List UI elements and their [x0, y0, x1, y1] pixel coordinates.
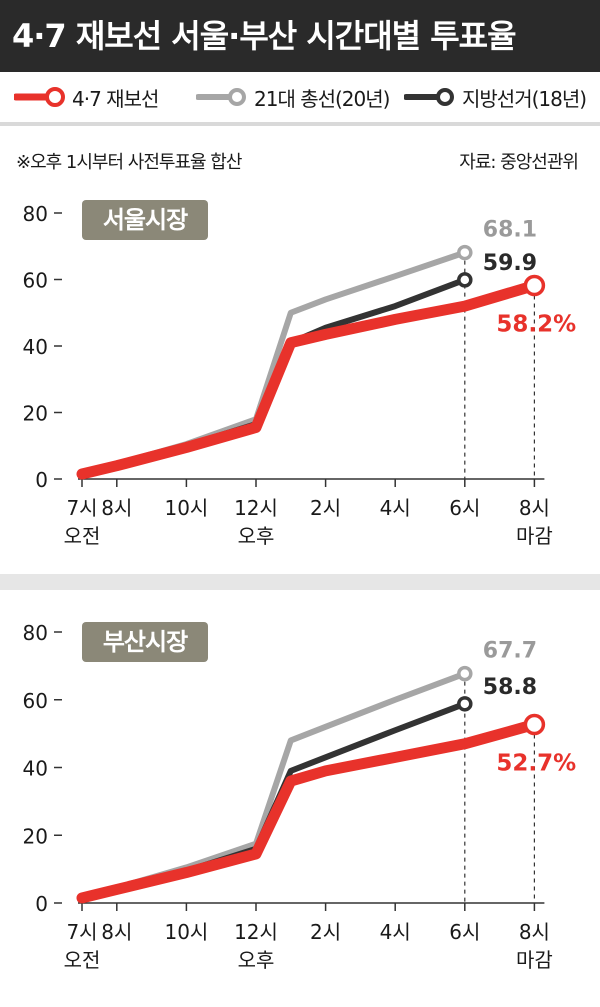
legend-label: 4·7 재보선: [72, 86, 159, 111]
final-value-label: 67.7: [483, 639, 537, 664]
series-line: [79, 670, 468, 901]
gray-line-marker-icon: [196, 88, 246, 106]
final-value-label: 68.1: [483, 218, 537, 243]
x-tick-label: 2시: [310, 496, 341, 520]
x-tick-label: 4시: [380, 920, 411, 944]
blank-box: [216, 624, 396, 662]
y-tick-label: 40: [23, 335, 48, 359]
series-line: [79, 249, 468, 478]
note-text: ※오후 1시부터 사전투표율 합산: [16, 152, 242, 173]
x-tick-label: 8시: [519, 920, 550, 944]
divider: [0, 574, 600, 590]
x-tick-sublabel: 오후: [238, 524, 275, 548]
endpoint-marker: [457, 665, 473, 682]
y-tick-label: 20: [23, 824, 48, 848]
series-line: [76, 718, 540, 904]
legend-item-21st-general-election: 21대 총선(20년): [196, 82, 390, 112]
x-tick-label: 12시: [234, 496, 278, 520]
endpoint-marker: [523, 713, 546, 736]
x-tick-label: 7시: [66, 920, 97, 944]
endpoint-marker: [523, 274, 546, 297]
legend-item-2021-by-election: 4·7 재보선: [14, 82, 159, 112]
chart-title-badge: 부산시장: [82, 622, 208, 662]
x-tick-label: 2시: [310, 920, 341, 944]
source-text: 자료: 중앙선관위: [459, 152, 579, 173]
y-tick-label: 80: [23, 621, 48, 645]
legend-item-local-election: 지방선거(18년): [404, 82, 587, 112]
x-tick-label: 10시: [164, 920, 208, 944]
x-tick-label: 12시: [234, 920, 278, 944]
blank-box: [216, 202, 396, 240]
y-tick-label: 40: [23, 757, 48, 781]
x-tick-sublabel: 오전: [64, 524, 101, 548]
x-tick-label: 4시: [380, 496, 411, 520]
chart-panel-seoul: 0 20 40 60 80 7시 오전 8시 10시 12시 오후 2시 4시 6시 8시 마감 68.1 59.…: [0, 190, 600, 570]
legend-label: 지방선거(18년): [462, 86, 587, 111]
y-tick-label: 60: [23, 269, 48, 293]
x-tick-label: 10시: [164, 496, 208, 520]
x-tick-sublabel: 오후: [238, 948, 275, 972]
endpoint-marker: [457, 272, 473, 288]
x-tick-label: 8시: [519, 496, 550, 520]
x-tick-label: 6시: [449, 496, 480, 520]
legend-label: 21대 총선(20년): [254, 86, 390, 111]
red-line-marker-icon: [14, 87, 65, 107]
y-tick-label: 60: [23, 689, 48, 713]
final-value-label: 59.9: [483, 251, 537, 276]
chart-panel-busan: 0 20 40 60 80 7시 오전 8시 10시 12시 오후 2시 4시 6시 8시 마감 67.7 58.…: [0, 612, 600, 1002]
x-tick-sublabel: 마감: [516, 948, 553, 972]
x-tick-label: 8시: [101, 496, 132, 520]
x-tick-label: 8시: [101, 920, 132, 944]
x-tick-label: 7시: [66, 496, 97, 520]
final-value-label: 52.7%: [496, 750, 576, 776]
y-tick-label: 20: [23, 402, 48, 426]
chart-title-badge: 서울시장: [82, 200, 208, 240]
y-tick-label: 0: [35, 468, 48, 492]
final-value-label: 58.2%: [496, 311, 576, 337]
dark-line-marker-icon: [404, 88, 454, 106]
final-value-label: 58.8: [483, 675, 537, 700]
y-tick-label: 80: [23, 202, 48, 226]
x-tick-sublabel: 마감: [516, 524, 553, 548]
endpoint-marker: [457, 696, 473, 712]
series-line: [76, 279, 540, 480]
y-tick-label: 0: [35, 892, 48, 916]
x-tick-sublabel: 오전: [64, 948, 101, 972]
title-bar: 4·7 재보선 서울·부산 시간대별 투표율: [0, 0, 600, 72]
endpoint-marker: [457, 244, 473, 261]
x-tick-label: 6시: [449, 920, 480, 944]
divider: [0, 122, 600, 126]
legend: 4·7 재보선 21대 총선(20년) 지방선거(18년): [0, 72, 600, 122]
page-title: 4·7 재보선 서울·부산 시간대별 투표율: [12, 17, 517, 55]
